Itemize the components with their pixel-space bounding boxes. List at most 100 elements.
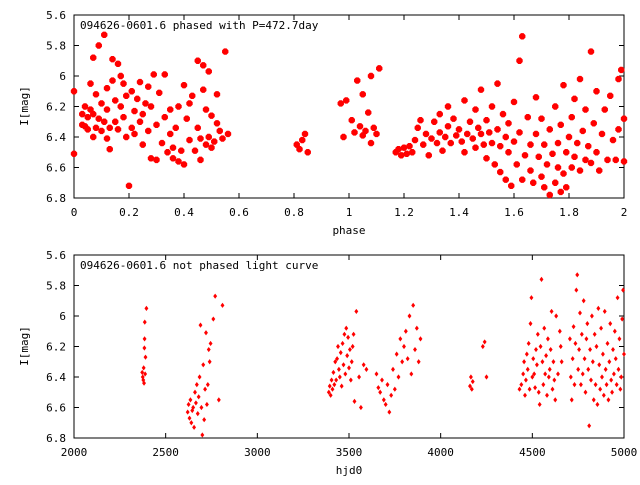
data-point: [613, 356, 618, 362]
data-point: [183, 115, 190, 122]
data-point: [563, 184, 570, 191]
data-point: [546, 374, 551, 380]
y-axis: 5.6 5.8 6 6.2 6.4 6.6 6.8: [46, 249, 624, 445]
data-point: [197, 156, 204, 164]
data-point: [139, 110, 146, 118]
x-tick-label: 1.4: [449, 206, 469, 219]
data-point: [213, 293, 218, 299]
data-point: [103, 85, 111, 92]
data-point: [202, 106, 210, 113]
data-point: [405, 356, 410, 362]
data-point: [466, 118, 474, 125]
data-point: [591, 397, 596, 403]
data-point: [546, 126, 553, 133]
data-point: [600, 374, 604, 380]
data-point: [472, 106, 479, 113]
data-point: [90, 110, 97, 118]
data-point: [497, 142, 504, 150]
data-point: [606, 397, 611, 403]
data-point: [403, 328, 408, 334]
x-tick-label: 0.4: [174, 206, 194, 219]
data-point: [539, 276, 544, 282]
data-point: [125, 182, 133, 189]
data-point: [610, 389, 615, 395]
data-point: [206, 346, 211, 353]
data-point: [411, 302, 416, 308]
data-point: [545, 392, 549, 398]
data-point: [200, 62, 207, 69]
data-point: [337, 374, 342, 380]
data-point: [619, 374, 624, 380]
y-tick-label: 5.8: [46, 40, 66, 53]
data-point: [153, 121, 160, 128]
data-point: [197, 374, 202, 380]
data-point: [535, 331, 540, 337]
data-point: [598, 386, 603, 392]
data-point: [559, 359, 564, 365]
data-point: [333, 359, 338, 365]
data-point: [522, 359, 527, 365]
data-point: [200, 432, 205, 438]
data-point: [436, 129, 443, 136]
x-tick-label: 1.2: [394, 206, 414, 219]
data-point: [549, 150, 556, 157]
data-point: [482, 339, 487, 345]
data-point: [187, 415, 192, 421]
data-point: [618, 386, 623, 392]
data-point: [461, 149, 468, 156]
data-point: [381, 397, 386, 403]
data-point: [494, 126, 501, 133]
x-axis: 2000 2500 3000 3500 4000 4500 5000: [61, 255, 637, 459]
data-point: [90, 54, 97, 61]
data-point: [92, 91, 100, 98]
data-point: [341, 362, 346, 368]
data-point: [527, 141, 534, 148]
y-tick-label: 5.6: [46, 249, 66, 262]
data-point: [109, 77, 116, 84]
data-point: [516, 129, 523, 136]
data-point: [576, 167, 584, 174]
data-point: [202, 417, 207, 423]
data-point: [603, 366, 608, 372]
data-point: [186, 100, 193, 107]
data-point: [584, 336, 589, 342]
x-tick-label: 0.8: [284, 206, 304, 219]
y-tick-label: 6.6: [46, 162, 66, 175]
data-point: [533, 385, 538, 391]
data-point: [208, 340, 213, 347]
data-point: [142, 100, 149, 107]
data-point: [620, 115, 628, 122]
data-point: [553, 397, 558, 403]
data-point: [519, 382, 524, 388]
data-point: [161, 71, 168, 78]
data-point: [134, 95, 141, 103]
data-point: [519, 33, 526, 40]
data-point: [354, 77, 361, 84]
data-point: [364, 366, 369, 372]
data-point: [81, 103, 89, 110]
data-point: [392, 386, 397, 392]
data-point: [109, 56, 116, 63]
data-point: [296, 146, 303, 153]
data-point: [579, 127, 586, 135]
data-point: [455, 126, 463, 133]
data-point: [477, 130, 485, 138]
data-point: [590, 359, 595, 365]
data-point: [545, 336, 550, 342]
data-point: [158, 139, 166, 147]
x-tick-label: 0.2: [119, 206, 139, 219]
data-point: [593, 382, 598, 388]
data-point: [330, 386, 335, 392]
data-point: [601, 392, 606, 398]
data-point: [461, 97, 468, 104]
data-point: [560, 81, 567, 89]
data-point: [98, 100, 105, 107]
data-point: [186, 401, 191, 408]
data-point: [538, 115, 545, 122]
x-tick-label: 2500: [152, 446, 179, 459]
data-point: [103, 106, 111, 113]
data-point: [374, 371, 379, 377]
data-point: [161, 113, 168, 121]
data-point: [145, 83, 152, 90]
data-point: [601, 106, 608, 113]
